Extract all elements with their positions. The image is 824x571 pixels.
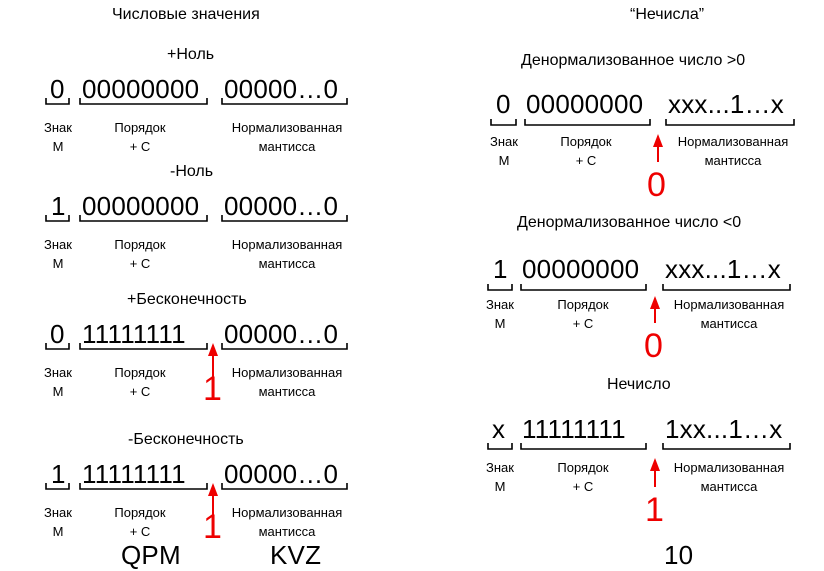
sign-bit: 0 <box>50 74 65 104</box>
sign-label: Знак М <box>44 505 72 539</box>
sign-bracket <box>45 483 70 490</box>
sign-bracket <box>45 343 70 350</box>
exponent-bracket <box>520 284 647 291</box>
hidden-bit-arrow <box>650 296 660 323</box>
exponent-label: Порядок + С <box>560 134 612 168</box>
sign-bracket <box>45 215 70 222</box>
exponent-bits: 11111111 <box>522 414 626 444</box>
block-title: Нечисло <box>607 376 671 393</box>
exponent-bracket <box>520 443 647 450</box>
hidden-bit-marker: 1 <box>203 508 222 546</box>
block-title: Денормализованное число >0 <box>521 52 746 69</box>
mantissa-label: Нормализованная мантисса <box>673 460 785 494</box>
sign-bracket <box>490 119 517 126</box>
exponent-bracket <box>79 343 208 350</box>
mantissa-label: Нормализованная мантисса <box>231 505 343 539</box>
sign-bit: 1 <box>51 191 66 221</box>
mantissa-bits: 00000…0 <box>224 74 339 104</box>
exponent-bracket <box>524 119 651 126</box>
bottom-text: KVZ <box>270 540 322 570</box>
block-title: -Ноль <box>170 163 214 180</box>
hidden-bit-arrow <box>650 458 660 487</box>
sign-label: Знак М <box>44 237 72 271</box>
hidden-bit-marker: 0 <box>644 327 663 365</box>
sign-bit: 0 <box>496 89 511 119</box>
exponent-label: Порядок + С <box>114 237 166 271</box>
mantissa-bits: xxx...1…x <box>665 254 781 284</box>
exponent-bits: 00000000 <box>522 254 640 284</box>
mantissa-bits: 00000…0 <box>224 459 339 489</box>
hidden-bit-marker: 1 <box>203 370 222 408</box>
mantissa-bracket <box>221 98 348 105</box>
left-column-title: Числовые значения <box>112 6 260 23</box>
hidden-bit-arrow <box>208 343 218 378</box>
exponent-bracket <box>79 98 208 105</box>
mantissa-bracket <box>662 284 791 291</box>
hidden-bit-marker: 1 <box>645 491 664 529</box>
exponent-label: Порядок + С <box>114 120 166 154</box>
mantissa-label: Нормализованная мантисса <box>673 297 785 331</box>
right-column-title: “Нечисла” <box>630 6 705 23</box>
mantissa-bracket <box>221 343 348 350</box>
mantissa-bracket <box>221 215 348 222</box>
sign-bracket <box>487 443 513 450</box>
exponent-bracket <box>79 215 208 222</box>
sign-bracket <box>45 98 70 105</box>
mantissa-bracket <box>221 483 348 490</box>
hidden-bit-marker: 0 <box>647 166 666 204</box>
mantissa-bracket <box>662 443 791 450</box>
block-title: -Бесконечность <box>128 431 244 448</box>
mantissa-label: Нормализованная мантисса <box>231 365 343 399</box>
exponent-label: Порядок + С <box>114 505 166 539</box>
block-title: +Ноль <box>167 46 215 63</box>
mantissa-bits: 00000…0 <box>224 319 339 349</box>
sign-bit: x <box>492 414 506 444</box>
mantissa-label: Нормализованная мантисса <box>677 134 789 168</box>
sign-bit: 1 <box>51 459 66 489</box>
bottom-text: 10 <box>664 540 694 570</box>
sign-label: Знак М <box>486 460 514 494</box>
mantissa-label: Нормализованная мантисса <box>231 237 343 271</box>
sign-label: Знак М <box>486 297 514 331</box>
block-title: +Бесконечность <box>127 291 247 308</box>
mantissa-bits: xxx...1…x <box>668 89 784 119</box>
format-diagram-lines <box>45 98 795 516</box>
exponent-bits: 11111111 <box>82 459 186 489</box>
mantissa-bracket <box>665 119 795 126</box>
mantissa-bits: 1xx...1…x <box>665 414 783 444</box>
exponent-label: Порядок + С <box>557 460 609 494</box>
exponent-label: Порядок + С <box>114 365 166 399</box>
exponent-bits: 00000000 <box>82 191 200 221</box>
sign-label: Знак М <box>44 365 72 399</box>
sign-bit: 0 <box>50 319 65 349</box>
hidden-bit-arrow <box>653 134 663 162</box>
hidden-bit-arrow <box>208 483 218 516</box>
sign-label: Знак М <box>44 120 72 154</box>
sign-bit: 1 <box>493 254 508 284</box>
exponent-bits: 11111111 <box>82 319 186 349</box>
exponent-bits: 00000000 <box>82 74 200 104</box>
mantissa-bits: 00000…0 <box>224 191 339 221</box>
bottom-text: QPM <box>121 540 181 570</box>
exponent-label: Порядок + С <box>557 297 609 331</box>
exponent-bracket <box>79 483 208 490</box>
exponent-bits: 00000000 <box>526 89 644 119</box>
block-title: Денормализованное число <0 <box>517 214 742 231</box>
sign-bracket <box>487 284 513 291</box>
sign-label: Знак М <box>490 134 518 168</box>
mantissa-label: Нормализованная мантисса <box>231 120 343 154</box>
